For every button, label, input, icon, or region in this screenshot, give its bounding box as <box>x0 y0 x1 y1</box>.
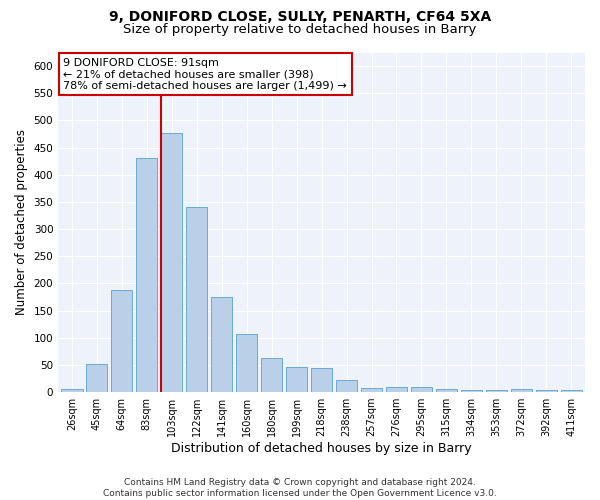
Bar <box>436 389 457 392</box>
Bar <box>136 158 157 392</box>
Bar <box>486 390 507 392</box>
Bar <box>311 368 332 392</box>
Y-axis label: Number of detached properties: Number of detached properties <box>15 130 28 316</box>
Text: Size of property relative to detached houses in Barry: Size of property relative to detached ho… <box>124 22 476 36</box>
Bar <box>560 390 582 392</box>
Bar <box>411 386 432 392</box>
Bar <box>161 133 182 392</box>
Bar <box>386 386 407 392</box>
Bar <box>211 297 232 392</box>
Bar <box>536 390 557 392</box>
Bar <box>511 390 532 392</box>
Bar <box>186 208 208 392</box>
Bar <box>86 364 107 392</box>
Text: 9, DONIFORD CLOSE, SULLY, PENARTH, CF64 5XA: 9, DONIFORD CLOSE, SULLY, PENARTH, CF64 … <box>109 10 491 24</box>
Bar <box>361 388 382 392</box>
Bar <box>261 358 282 392</box>
Bar <box>111 290 133 392</box>
Text: 9 DONIFORD CLOSE: 91sqm
← 21% of detached houses are smaller (398)
78% of semi-d: 9 DONIFORD CLOSE: 91sqm ← 21% of detache… <box>64 58 347 91</box>
Bar <box>236 334 257 392</box>
Bar <box>61 390 83 392</box>
Text: Contains HM Land Registry data © Crown copyright and database right 2024.
Contai: Contains HM Land Registry data © Crown c… <box>103 478 497 498</box>
Bar <box>336 380 357 392</box>
X-axis label: Distribution of detached houses by size in Barry: Distribution of detached houses by size … <box>171 442 472 455</box>
Bar <box>286 366 307 392</box>
Bar <box>461 390 482 392</box>
